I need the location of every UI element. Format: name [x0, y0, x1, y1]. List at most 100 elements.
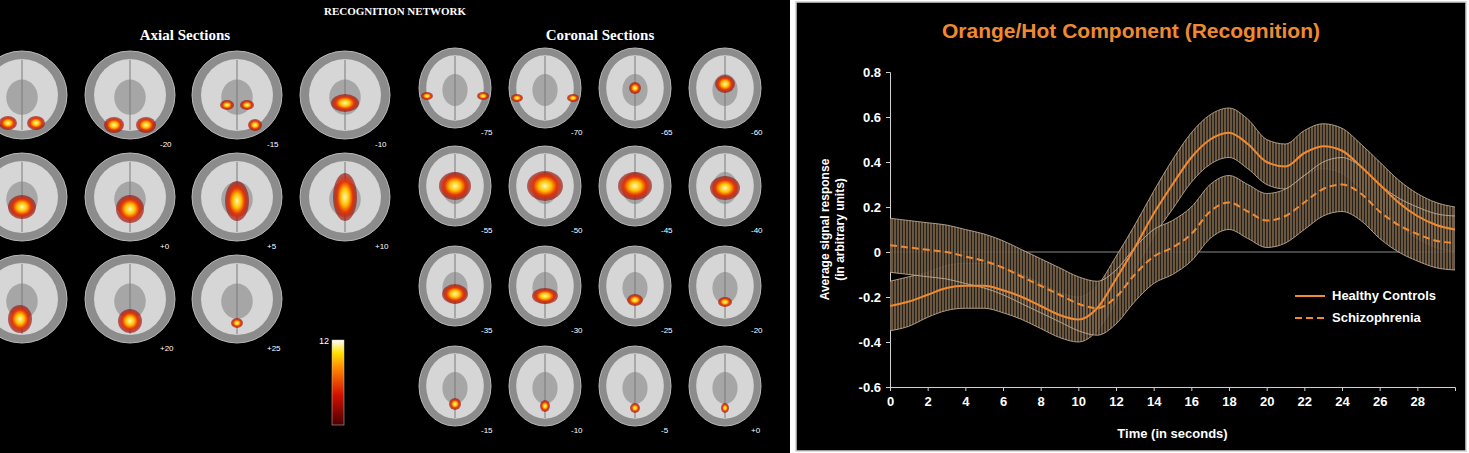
axial-slice	[85, 255, 175, 343]
slice-outline	[599, 346, 671, 426]
slice-outline	[509, 346, 581, 426]
slice-outline	[599, 146, 671, 226]
brain-panel-background	[0, 0, 790, 453]
axial-heading: Axial Sections	[140, 27, 231, 43]
axial-slice	[300, 153, 390, 241]
slice-white-matter	[696, 353, 754, 419]
activation-blob	[718, 297, 732, 307]
x-tick: 14	[1147, 387, 1162, 409]
activation-blob	[27, 116, 45, 130]
activation-blob	[715, 75, 735, 93]
activation-blob	[220, 100, 234, 110]
slice-outline	[419, 48, 491, 128]
y-axis: -0.6-0.4-0.200.20.40.60.8	[859, 65, 891, 395]
slice-label: -25	[661, 326, 673, 335]
coronal-slice	[599, 346, 671, 426]
x-tick: 6	[1000, 387, 1007, 409]
chart-panel-background	[796, 2, 1466, 451]
y-tick-label: 0.6	[863, 110, 881, 125]
x-tick-label: 14	[1147, 394, 1162, 409]
plot-data	[890, 108, 1455, 342]
slice-label: -15	[267, 140, 279, 149]
y-tick-label: -0.6	[859, 380, 881, 395]
activation-blob	[477, 92, 489, 100]
y-tick: 0	[874, 245, 890, 260]
x-tick: 12	[1109, 387, 1123, 409]
axial-slice	[85, 51, 175, 139]
y-tick-label: -0.4	[859, 335, 882, 350]
y-tick-label: 0.4	[863, 155, 882, 170]
x-tick-mark	[1267, 387, 1268, 391]
activation-blob	[627, 294, 643, 306]
series-line	[890, 133, 1455, 320]
activation-blob	[240, 100, 254, 110]
x-tick-label: 12	[1109, 394, 1123, 409]
y-tick-mark	[886, 162, 890, 163]
slice-white-matter	[309, 59, 381, 131]
coronal-slice	[509, 146, 581, 226]
slice-label: +25	[267, 344, 281, 353]
slice-midline	[545, 254, 546, 318]
colorbar	[332, 340, 344, 425]
x-tick: 16	[1185, 387, 1199, 409]
slice-outline	[0, 153, 67, 241]
coronal-slice	[689, 246, 761, 326]
x-tick-label: 20	[1260, 394, 1274, 409]
slice-label: +10	[375, 242, 389, 251]
figure: RECOGNITION NETWORKAxial SectionsCoronal…	[0, 0, 1469, 453]
slice-white-matter	[516, 153, 574, 219]
slice-outline	[0, 255, 67, 343]
slice-white-matter	[516, 353, 574, 419]
x-tick: 4	[962, 387, 970, 409]
slice-label: -55	[481, 226, 493, 235]
slice-label: -20	[751, 326, 763, 335]
slice-outline	[85, 51, 175, 139]
slice-outline	[509, 246, 581, 326]
coronal-slice	[509, 346, 581, 426]
x-tick-label: 16	[1185, 394, 1199, 409]
slice-white-matter	[94, 59, 166, 131]
slice-white-matter	[606, 253, 664, 319]
coronal-slice	[689, 146, 761, 226]
slice-white-matter	[516, 55, 574, 121]
x-tick-mark	[1304, 387, 1305, 391]
slice-midline	[545, 56, 546, 120]
slice-outline	[689, 146, 761, 226]
activation-blob	[527, 171, 563, 201]
slice-label: -15	[481, 426, 493, 435]
slice-outline	[599, 246, 671, 326]
x-tick: 18	[1222, 387, 1236, 409]
slice-white-matter	[606, 153, 664, 219]
activation-blob	[532, 288, 558, 304]
x-tick-mark	[965, 387, 966, 391]
coronal-slice	[689, 346, 761, 426]
activation-blob	[136, 117, 156, 133]
x-axis-title: Time (in seconds)	[1117, 426, 1227, 441]
x-tick: 2	[925, 387, 932, 409]
axial-slice	[0, 51, 67, 139]
legend-label: Healthy Controls	[1332, 288, 1436, 303]
x-tick-mark	[1154, 387, 1155, 391]
x-tick-mark	[1380, 387, 1381, 391]
activation-blob	[442, 284, 468, 304]
slice-white-matter	[0, 59, 58, 131]
y-tick: -0.4	[859, 335, 890, 350]
slice-label: +0	[751, 426, 761, 435]
slice-white-matter	[0, 161, 58, 233]
slice-white-matter	[201, 263, 273, 335]
activation-blob	[8, 195, 36, 219]
slice-midline	[130, 60, 131, 130]
y-axis-title: Average signal response(in arbitrary uni…	[818, 158, 847, 300]
slice-label: +20	[160, 344, 174, 353]
x-tick-label: 26	[1373, 394, 1387, 409]
colorbar-tick-label: 12	[319, 336, 329, 346]
x-tick-mark	[1116, 387, 1117, 391]
y-tick: 0.4	[863, 155, 890, 170]
y-axis-line	[886, 73, 891, 388]
slice-label: -45	[661, 226, 673, 235]
slice-label: -65	[661, 128, 673, 137]
chart-title: Orange/Hot Component (Recognition)	[942, 19, 1320, 42]
slice-white-matter	[696, 153, 754, 219]
slice-label: +0	[160, 242, 170, 251]
slice-white-matter	[516, 253, 574, 319]
